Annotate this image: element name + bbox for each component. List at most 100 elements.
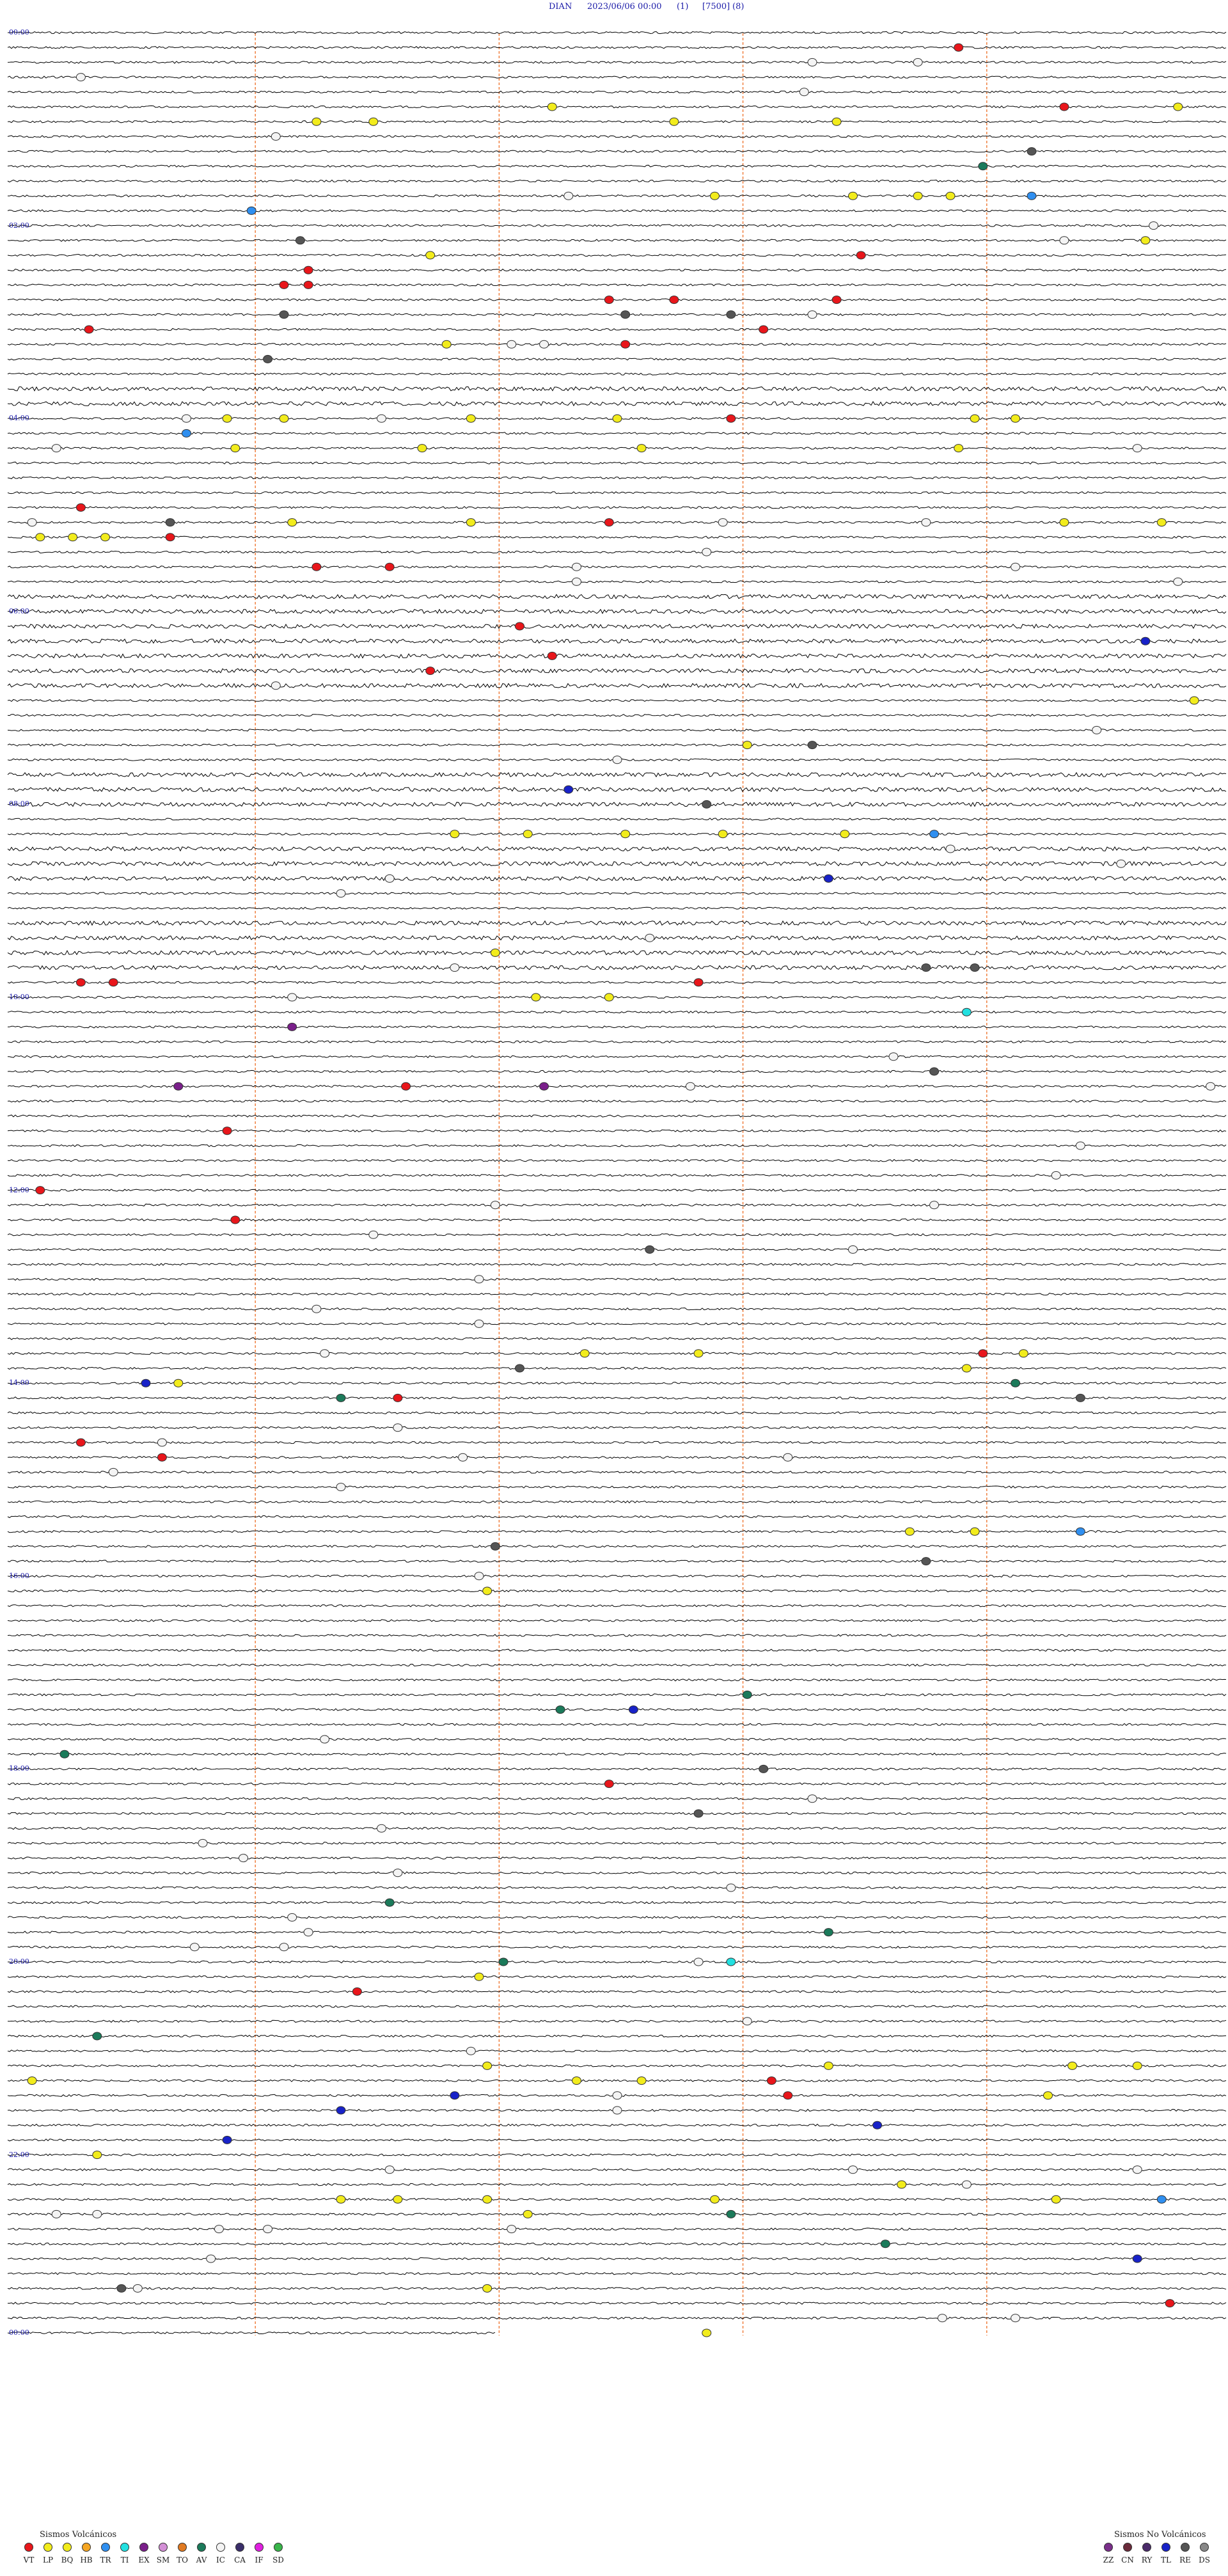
event-marker-vt[interactable] bbox=[157, 1453, 167, 1462]
event-marker-ic[interactable] bbox=[51, 444, 61, 453]
event-marker-ic[interactable] bbox=[742, 2017, 752, 2026]
event-marker-ic[interactable] bbox=[507, 2225, 517, 2234]
event-marker-ic[interactable] bbox=[214, 2225, 224, 2234]
event-marker-vt[interactable] bbox=[766, 2076, 776, 2085]
event-marker-ic[interactable] bbox=[368, 1230, 379, 1239]
event-marker-vt[interactable] bbox=[75, 503, 86, 512]
event-marker-ic[interactable] bbox=[157, 1438, 167, 1447]
event-marker-ic[interactable] bbox=[1092, 725, 1102, 734]
event-marker-lp[interactable] bbox=[945, 191, 956, 200]
event-marker-ic[interactable] bbox=[311, 1304, 322, 1313]
event-marker-vt[interactable] bbox=[831, 296, 842, 304]
event-marker-vt[interactable] bbox=[856, 251, 866, 260]
event-marker-av[interactable] bbox=[1011, 1379, 1021, 1387]
event-marker-ic[interactable] bbox=[384, 2165, 395, 2174]
event-marker-lp[interactable] bbox=[823, 2061, 833, 2070]
event-marker-re[interactable] bbox=[921, 1557, 931, 1566]
event-marker-lp[interactable] bbox=[702, 2328, 712, 2337]
event-marker-ic[interactable] bbox=[693, 1957, 704, 1966]
event-marker-vt[interactable] bbox=[1059, 102, 1069, 111]
event-marker-ic[interactable] bbox=[336, 889, 346, 898]
event-marker-vt[interactable] bbox=[230, 1215, 240, 1224]
event-marker-vt[interactable] bbox=[515, 622, 524, 631]
event-marker-re[interactable] bbox=[116, 2284, 127, 2293]
event-marker-av[interactable] bbox=[742, 1690, 752, 1699]
event-marker-ic[interactable] bbox=[612, 755, 622, 764]
event-marker-lp[interactable] bbox=[450, 830, 460, 839]
event-marker-ic[interactable] bbox=[384, 874, 395, 883]
event-marker-lp[interactable] bbox=[482, 1586, 492, 1595]
event-marker-re[interactable] bbox=[921, 963, 931, 972]
event-marker-lp[interactable] bbox=[311, 117, 322, 126]
event-marker-vt[interactable] bbox=[165, 533, 175, 542]
event-marker-ic[interactable] bbox=[929, 1201, 940, 1210]
event-marker-ic[interactable] bbox=[393, 1423, 403, 1432]
event-marker-ic[interactable] bbox=[239, 1854, 248, 1863]
event-marker-av[interactable] bbox=[59, 1750, 70, 1758]
event-marker-ic[interactable] bbox=[182, 414, 191, 423]
event-marker-lp[interactable] bbox=[636, 2076, 647, 2085]
event-marker-ic[interactable] bbox=[1132, 444, 1142, 453]
event-marker-vt[interactable] bbox=[35, 1186, 45, 1195]
event-marker-tr[interactable] bbox=[182, 429, 191, 438]
event-marker-ic[interactable] bbox=[474, 1572, 484, 1581]
event-marker-ic[interactable] bbox=[961, 2180, 972, 2189]
event-marker-lp[interactable] bbox=[572, 2076, 581, 2085]
event-marker-ic[interactable] bbox=[336, 1483, 346, 1492]
event-marker-ic[interactable] bbox=[612, 2091, 622, 2100]
event-marker-ic[interactable] bbox=[108, 1467, 118, 1476]
event-marker-ic[interactable] bbox=[888, 1052, 899, 1061]
event-marker-lp[interactable] bbox=[840, 830, 850, 839]
event-marker-lp[interactable] bbox=[904, 1527, 915, 1536]
event-marker-ic[interactable] bbox=[75, 73, 86, 82]
event-marker-ic[interactable] bbox=[913, 58, 923, 67]
event-marker-lp[interactable] bbox=[1140, 236, 1151, 245]
event-marker-ic[interactable] bbox=[945, 844, 956, 853]
event-marker-lp[interactable] bbox=[1043, 2091, 1053, 2100]
event-marker-lp[interactable] bbox=[100, 533, 110, 542]
event-marker-tl[interactable] bbox=[222, 2135, 232, 2144]
event-marker-ic[interactable] bbox=[1132, 2165, 1142, 2174]
event-marker-vt[interactable] bbox=[669, 296, 679, 304]
event-marker-tl[interactable] bbox=[628, 1705, 638, 1714]
event-marker-vt[interactable] bbox=[75, 1438, 86, 1447]
event-marker-ic[interactable] bbox=[450, 963, 460, 972]
event-marker-ic[interactable] bbox=[848, 1245, 858, 1254]
event-marker-ic[interactable] bbox=[563, 191, 574, 200]
event-marker-ic[interactable] bbox=[263, 2225, 273, 2234]
event-marker-ic[interactable] bbox=[320, 1735, 330, 1744]
event-marker-re[interactable] bbox=[929, 1067, 940, 1076]
event-marker-vt[interactable] bbox=[84, 325, 94, 334]
event-marker-ic[interactable] bbox=[458, 1453, 468, 1462]
event-marker-ic[interactable] bbox=[271, 681, 281, 690]
event-marker-av[interactable] bbox=[92, 2032, 102, 2041]
event-marker-re[interactable] bbox=[1027, 147, 1037, 156]
event-marker-ic[interactable] bbox=[279, 1943, 289, 1952]
event-marker-lp[interactable] bbox=[336, 2195, 346, 2204]
event-marker-ic[interactable] bbox=[685, 1082, 695, 1091]
event-marker-ic[interactable] bbox=[718, 518, 728, 527]
event-marker-vt[interactable] bbox=[693, 978, 704, 987]
event-marker-tl[interactable] bbox=[141, 1379, 151, 1387]
event-marker-re[interactable] bbox=[1075, 1393, 1085, 1402]
event-marker-ic[interactable] bbox=[271, 132, 281, 141]
event-marker-av[interactable] bbox=[978, 162, 988, 171]
event-marker-lp[interactable] bbox=[441, 340, 452, 349]
event-marker-lp[interactable] bbox=[710, 191, 720, 200]
event-marker-av[interactable] bbox=[823, 1928, 833, 1937]
event-marker-lp[interactable] bbox=[1059, 518, 1069, 527]
event-marker-lp[interactable] bbox=[466, 518, 476, 527]
event-marker-av[interactable] bbox=[555, 1705, 565, 1714]
event-marker-tl[interactable] bbox=[450, 2091, 460, 2100]
event-marker-lp[interactable] bbox=[636, 444, 647, 453]
event-marker-av[interactable] bbox=[880, 2240, 890, 2248]
event-marker-tl[interactable] bbox=[1132, 2254, 1142, 2263]
event-marker-ic[interactable] bbox=[287, 1913, 297, 1922]
event-marker-lp[interactable] bbox=[604, 993, 614, 1002]
event-marker-ic[interactable] bbox=[921, 518, 931, 527]
event-marker-lp[interactable] bbox=[620, 830, 631, 839]
event-marker-ic[interactable] bbox=[1206, 1082, 1216, 1091]
event-marker-ic[interactable] bbox=[27, 518, 37, 527]
event-marker-ic[interactable] bbox=[287, 993, 297, 1002]
event-marker-ic[interactable] bbox=[474, 1275, 484, 1284]
